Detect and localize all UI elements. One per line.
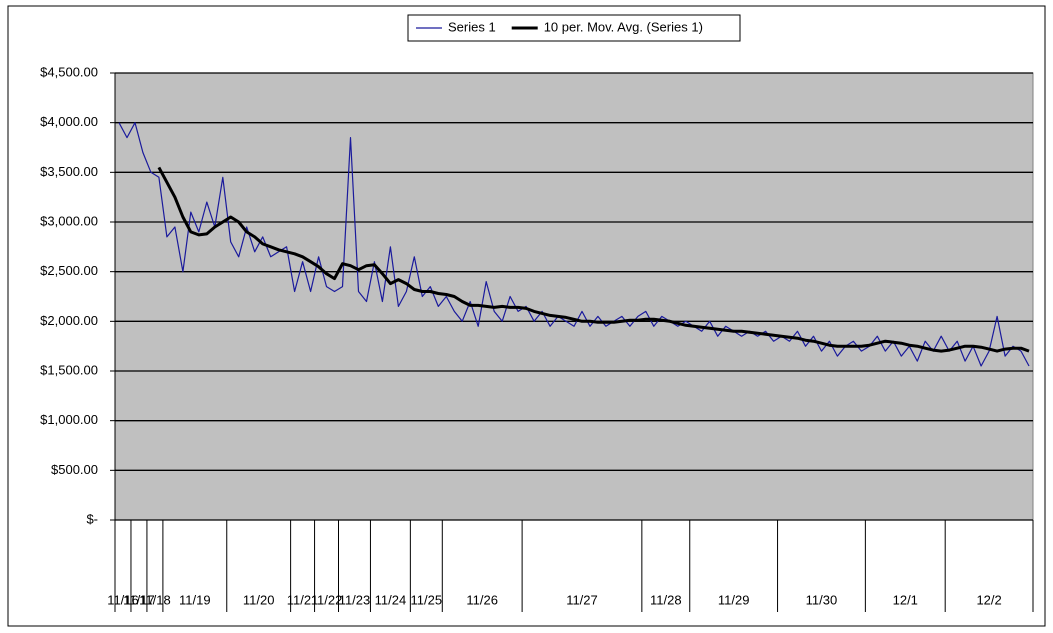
x-tick-label: 11/28 (650, 592, 682, 607)
legend-box (407, 14, 741, 42)
x-tick-label: 11/23 (339, 592, 371, 607)
x-tick-label: 12/2 (976, 592, 1001, 607)
plot-area (114, 72, 1034, 521)
y-tick-label: $1,500.00 (40, 362, 98, 377)
x-tick-label: 11/22 (311, 592, 343, 607)
legend-label: Series 1 (448, 19, 496, 34)
x-tick-label: 12/1 (893, 592, 918, 607)
x-tick-label: 11/19 (179, 592, 211, 607)
x-tick-label: 11/30 (806, 592, 838, 607)
series-line (118, 122, 1030, 367)
x-tick-label: 11/21 (287, 592, 319, 607)
y-tick-label: $3,000.00 (40, 213, 98, 228)
x-tick-label: 11/29 (718, 592, 750, 607)
x-tick-label: 11/25 (411, 592, 443, 607)
legend-label: 10 per. Mov. Avg. (Series 1) (544, 19, 703, 34)
legend: Series 1 10 per. Mov. Avg. (Series 1) (407, 14, 741, 42)
y-tick-label: $- (86, 511, 98, 526)
y-tick-label: $1,000.00 (40, 412, 98, 427)
y-tick-label: $4,500.00 (40, 64, 98, 79)
x-tick-label: 11/18 (139, 592, 171, 607)
x-tick-label: 11/20 (243, 592, 275, 607)
y-tick-label: $500.00 (51, 462, 98, 477)
y-tick-label: $2,000.00 (40, 313, 98, 328)
x-tick-label: 11/26 (466, 592, 498, 607)
series-line (157, 166, 1030, 353)
y-tick-label: $3,500.00 (40, 164, 98, 179)
x-tick-label: 11/27 (566, 592, 598, 607)
y-tick-label: $4,000.00 (40, 114, 98, 129)
x-tick-label: 11/24 (375, 592, 407, 607)
y-tick-label: $2,500.00 (40, 263, 98, 278)
